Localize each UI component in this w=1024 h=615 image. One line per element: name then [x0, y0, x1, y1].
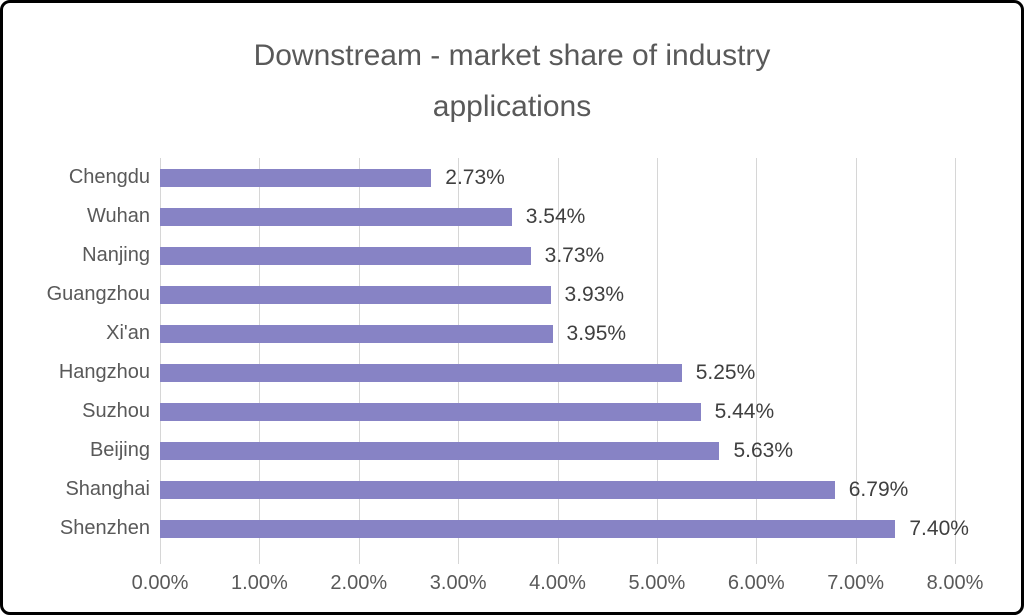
value-label: 6.79%: [848, 477, 909, 501]
value-label: 5.44%: [714, 399, 775, 423]
category-label: Beijing: [89, 439, 150, 461]
plot-area: 2.73% 3.54% 3.73% 3.93% 3.95% 5.25% 5.44% 5.63%…: [160, 158, 969, 564]
x-tick-label: 5.00%: [628, 572, 686, 594]
x-axis: 0.00% 1.00% 2.00% 3.00% 4.00% 5.00% 6.00% 7.00%…: [132, 568, 984, 602]
x-tick-label: 1.00%: [231, 572, 288, 594]
chart-body: Chengdu Wuhan Nanjing Guangzhou Xi'an Hangzho…: [21, 158, 969, 564]
value-label: 2.73%: [445, 165, 505, 189]
category-label: Hangzhou: [58, 361, 150, 383]
bar-row: 5.44%: [160, 392, 955, 431]
bar: [160, 324, 553, 343]
bar-row: 3.93%: [160, 275, 955, 314]
bar: [160, 246, 531, 265]
category-label: Suzhou: [82, 400, 150, 422]
x-tick-label: 3.00%: [429, 572, 487, 594]
bar: [160, 441, 720, 460]
value-label: 3.95%: [566, 321, 627, 345]
category-label: Shenzhen: [59, 517, 150, 539]
bar: [160, 285, 551, 304]
chart-title: Downstream - market share of industry ap…: [253, 39, 771, 123]
bar: [160, 519, 896, 538]
category-label: Chengdu: [68, 166, 150, 188]
value-label: 3.93%: [564, 282, 625, 306]
value-label: 3.73%: [544, 243, 605, 267]
x-tick-label: 2.00%: [330, 572, 388, 594]
x-tick-label: 8.00%: [926, 572, 984, 594]
bar-row: 3.54%: [160, 197, 955, 236]
bar-rows: 2.73% 3.54% 3.73% 3.93% 3.95% 5.25% 5.44% 5.63%…: [160, 158, 969, 548]
bar: [160, 168, 432, 187]
bar-row: 3.73%: [160, 236, 955, 275]
bar: [160, 480, 835, 499]
x-tick-label: 6.00%: [727, 572, 785, 594]
bar: [160, 363, 682, 382]
category-label: Nanjing: [82, 244, 150, 266]
bar-row: 6.79%: [160, 470, 955, 509]
bar-row: 7.40%: [160, 509, 969, 548]
category-label: Shanghai: [65, 478, 150, 500]
value-label: 5.63%: [733, 438, 794, 462]
category-label: Wuhan: [86, 205, 150, 227]
category-label: Xi'an: [106, 322, 150, 344]
bar-row: 2.73%: [160, 158, 955, 197]
bar: [160, 207, 512, 226]
x-tick-label: 7.00%: [827, 572, 884, 594]
value-label: 5.25%: [695, 360, 756, 384]
x-tick-label: 0.00%: [131, 572, 189, 594]
category-axis: Chengdu Wuhan Nanjing Guangzhou Xi'an Hangzho…: [21, 158, 160, 564]
category-label: Guangzhou: [46, 283, 150, 305]
value-label: 3.54%: [525, 204, 586, 228]
gridline: [955, 158, 956, 564]
bar-row: 5.25%: [160, 353, 955, 392]
x-tick-label: 4.00%: [529, 572, 586, 594]
value-label: 7.40%: [909, 516, 969, 540]
bar-row: 3.95%: [160, 314, 955, 353]
bar-row: 5.63%: [160, 431, 955, 470]
bar: [160, 402, 701, 421]
